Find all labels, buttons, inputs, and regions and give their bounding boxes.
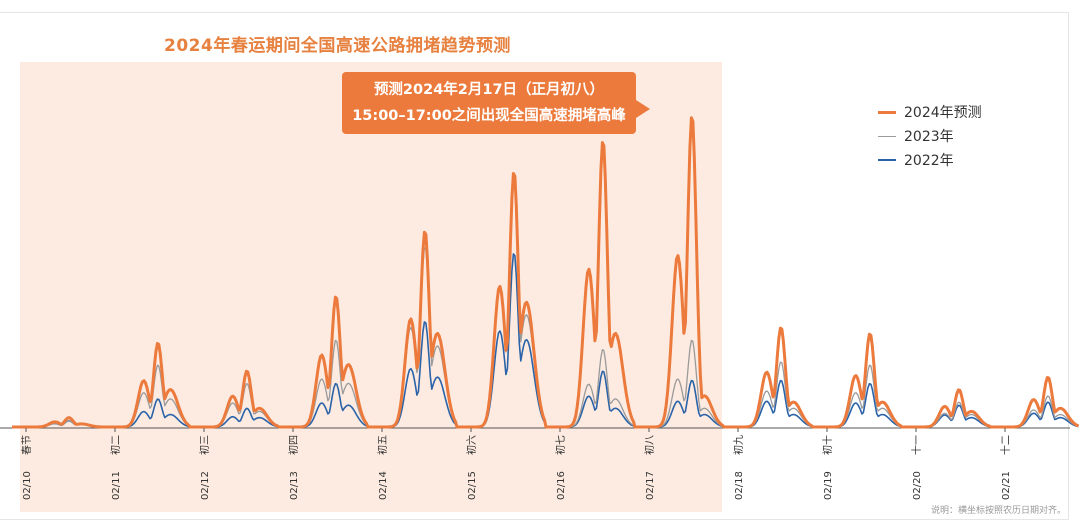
x-tick-lunar: 初五 (376, 435, 389, 455)
x-tick-date: 02/17 (645, 471, 656, 500)
x-tick-lunar: 十二 (999, 435, 1012, 455)
legend-label-2022: 2022年 (904, 153, 954, 169)
legend-swatch-2024 (878, 110, 896, 114)
x-tick-lunar: 初四 (287, 435, 300, 455)
x-tick-lunar: 初七 (554, 435, 567, 455)
legend-item-2022: 2022年 (878, 148, 982, 172)
x-tick-date: 02/15 (467, 471, 478, 500)
legend-swatch-2022 (878, 159, 896, 161)
peak-annotation: 预测2024年2月17日（正月初八） 15:00–17:00之间出现全国高速拥堵… (342, 72, 650, 134)
x-tick-date: 02/13 (289, 471, 300, 500)
x-tick-lunar: 十一 (910, 435, 923, 455)
series-line-2024年预测 (12, 116, 1080, 429)
legend-item-2023: 2023年 (878, 124, 982, 148)
x-tick-date: 02/19 (823, 471, 834, 500)
x-tick-lunar: 初十 (821, 435, 834, 455)
x-tick-date: 02/21 (1001, 471, 1012, 500)
x-tick-lunar: 春节 (21, 435, 33, 455)
footnote: 说明：横坐标按照农历日期对齐。 (930, 506, 1066, 516)
legend-swatch-2023 (878, 135, 896, 137)
legend-label-2024: 2024年预测 (904, 105, 982, 121)
x-tick-lunar: 初三 (198, 435, 211, 455)
legend-item-2024: 2024年预测 (878, 100, 982, 124)
annotation-line-2: 15:00–17:00之间出现全国高速拥堵高峰 (352, 108, 626, 124)
chart-frame (0, 12, 1069, 520)
x-tick-date: 02/18 (734, 471, 745, 500)
x-tick-lunar: 初二 (109, 435, 122, 455)
chart-legend: 2024年预测 2023年 2022年 (878, 100, 982, 172)
legend-label-2023: 2023年 (904, 129, 954, 145)
x-tick-lunar: 初六 (465, 435, 478, 455)
x-tick-date: 02/16 (556, 471, 567, 500)
x-tick-lunar: 初八 (643, 435, 656, 455)
x-tick-date: 02/14 (378, 471, 389, 500)
x-tick-date: 02/20 (912, 471, 923, 500)
highlight-period (20, 62, 722, 512)
x-tick-date: 02/12 (200, 471, 211, 500)
x-tick-date: 02/10 (22, 471, 33, 500)
chart-title: 2024年春运期间全国高速公路拥堵趋势预测 (164, 36, 511, 56)
x-tick-date: 02/11 (111, 471, 122, 500)
x-tick-lunar: 初九 (732, 435, 745, 455)
annotation-line-1: 预测2024年2月17日（正月初八） (373, 82, 605, 98)
